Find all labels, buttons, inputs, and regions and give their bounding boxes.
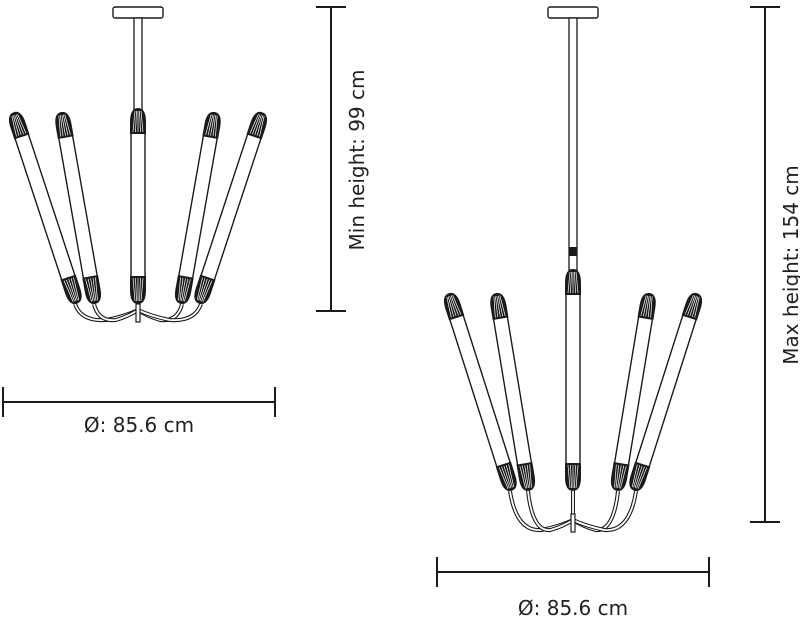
suspension-rod [133,17,143,111]
hub [570,513,576,533]
max-height-label: Max height: 154 cm [779,165,800,365]
bottom-end-cap [82,274,102,305]
lamp-tube [610,292,656,492]
lamp-tube [443,292,517,492]
min-height-label: Min height: 99 cm [345,70,369,251]
lamp-tube [174,111,221,305]
suspension-rod [568,17,578,271]
bottom-end-cap [516,461,536,492]
lamp-tube [8,111,82,305]
lamp-tube [565,269,581,491]
lamp-tube [55,111,102,305]
ceiling-canopy [547,6,599,19]
left-diameter-label: Ø: 85.6 cm [84,413,194,437]
right-diameter-label: Ø: 85.6 cm [518,596,628,620]
min-height-dimension [316,6,346,312]
height-adjuster [569,247,577,256]
lamp-tube [629,292,703,492]
right-diameter-dimension [436,557,710,587]
chandelier-max-height [443,6,703,533]
bottom-end-cap [610,461,630,492]
lamp-tube [130,108,146,304]
ceiling-canopy [112,6,164,19]
max-height-dimension [750,6,780,523]
left-diameter-dimension [2,387,276,417]
bottom-end-cap [174,274,194,305]
lamp-tube [194,111,268,305]
lamp-tube [490,292,536,492]
hub [135,303,141,323]
chandelier-min-height [8,6,268,323]
